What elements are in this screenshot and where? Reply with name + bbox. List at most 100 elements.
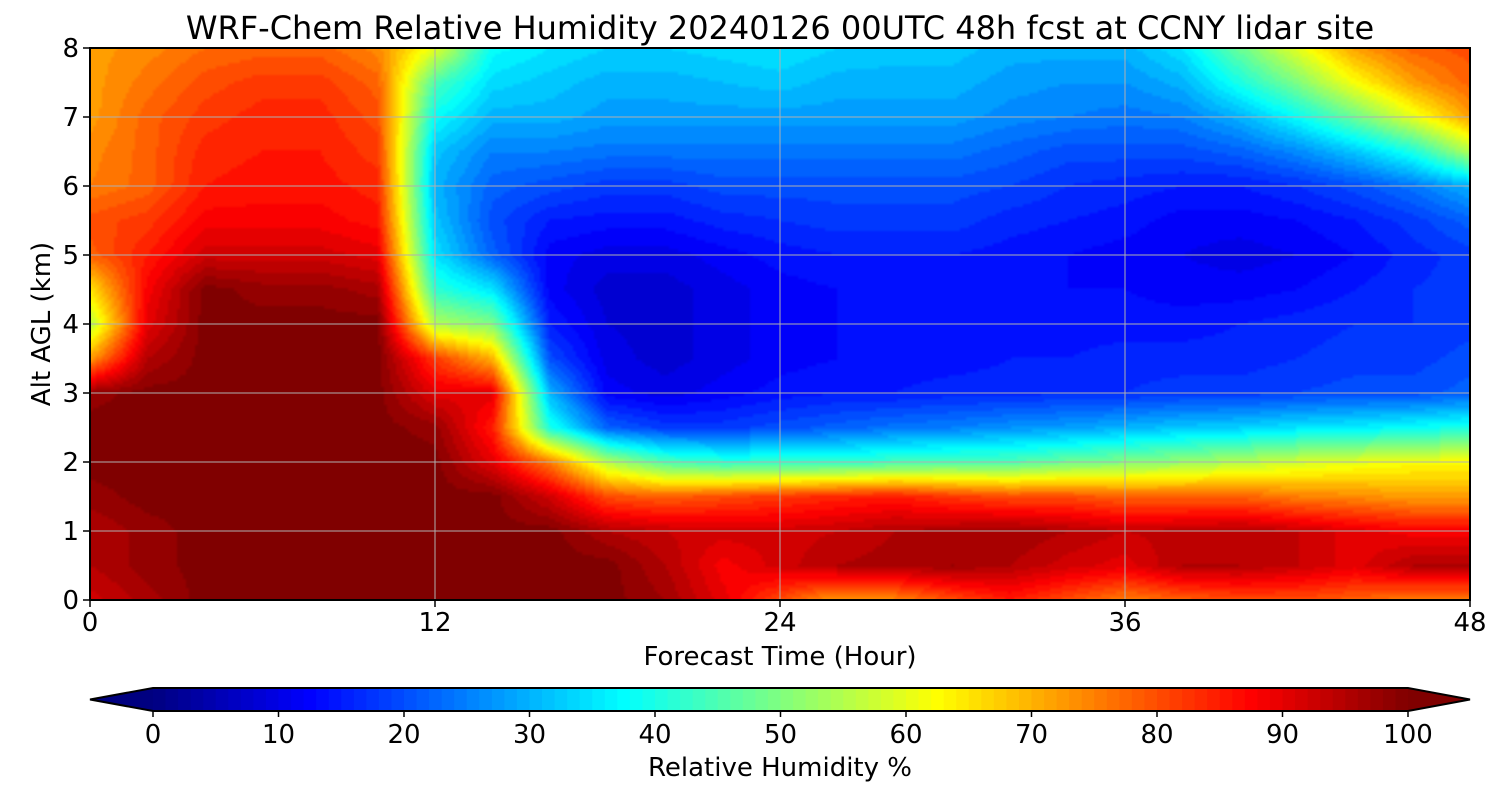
colorbar-segment bbox=[542, 688, 556, 711]
colorbar-segment bbox=[1169, 688, 1183, 711]
colorbar-segment bbox=[893, 688, 907, 711]
colorbar-segment bbox=[667, 688, 681, 711]
colorbar-segment bbox=[993, 688, 1007, 711]
colorbar-segment bbox=[1244, 688, 1258, 711]
colorbar-segment bbox=[931, 688, 945, 711]
colorbar-segment bbox=[642, 688, 656, 711]
colorbar-segment bbox=[404, 688, 418, 711]
colorbar-segment bbox=[1018, 688, 1033, 711]
colorbar-tick-label: 0 bbox=[145, 720, 162, 750]
colorbar-segment bbox=[1094, 688, 1108, 711]
colorbar-segment bbox=[906, 688, 920, 711]
colorbar-segment bbox=[1345, 688, 1359, 711]
colorbar-segment bbox=[1106, 688, 1120, 711]
colorbar-segment bbox=[454, 688, 468, 711]
colorbar-segment bbox=[429, 688, 443, 711]
colorbar-segment bbox=[567, 688, 581, 711]
colorbar-segment bbox=[629, 688, 644, 711]
colorbar-tick-label: 90 bbox=[1266, 720, 1299, 750]
colorbar-segment bbox=[918, 688, 932, 711]
colorbar-segment bbox=[1269, 688, 1284, 711]
colorbar-segment bbox=[491, 688, 505, 711]
colorbar-segment bbox=[316, 688, 330, 711]
colorbar-tick-label: 10 bbox=[262, 720, 295, 750]
colorbar-segment bbox=[579, 688, 593, 711]
colorbar-tick-label: 80 bbox=[1140, 720, 1173, 750]
x-axis-label: Forecast Time (Hour) bbox=[643, 642, 916, 672]
colorbar-segment bbox=[1031, 688, 1045, 711]
colorbar-segment bbox=[516, 688, 531, 711]
colorbar-extend-high bbox=[1408, 688, 1470, 711]
x-tick-label: 48 bbox=[1453, 608, 1486, 638]
colorbar: 0 10 20 30 40 50 60 70 80 90 100 bbox=[89, 687, 1471, 750]
colorbar-segment bbox=[366, 688, 380, 711]
colorbar-segment bbox=[153, 688, 167, 711]
colorbar-segment bbox=[1207, 688, 1221, 711]
chart-title: WRF-Chem Relative Humidity 20240126 00UT… bbox=[186, 9, 1374, 47]
colorbar-segment bbox=[780, 688, 794, 711]
y-axis-label: Alt AGL (km) bbox=[27, 242, 57, 406]
colorbar-segment bbox=[1157, 688, 1171, 711]
y-tick-label: 2 bbox=[62, 448, 79, 478]
colorbar-segment bbox=[1069, 688, 1083, 711]
colorbar-segment bbox=[1006, 688, 1020, 711]
y-tick-label: 7 bbox=[62, 103, 79, 133]
colorbar-tick-label: 20 bbox=[387, 720, 420, 750]
colorbar-tick-label: 100 bbox=[1383, 720, 1433, 750]
colorbar-segment bbox=[1295, 688, 1309, 711]
colorbar-segment bbox=[1282, 688, 1296, 711]
x-axis: 0 12 24 36 48 bbox=[82, 600, 1487, 638]
colorbar-segment bbox=[479, 688, 493, 711]
colorbar-segment bbox=[956, 688, 970, 711]
colorbar-segment bbox=[805, 688, 819, 711]
x-tick-label: 24 bbox=[763, 608, 796, 638]
colorbar-segment bbox=[215, 688, 229, 711]
colorbar-segment bbox=[278, 688, 292, 711]
colorbar-tick-label: 60 bbox=[889, 720, 922, 750]
colorbar-segment bbox=[1332, 688, 1346, 711]
colorbar-segment bbox=[767, 688, 782, 711]
colorbar-segment bbox=[705, 688, 719, 711]
colorbar-segment bbox=[1119, 688, 1133, 711]
colorbar-segment bbox=[240, 688, 254, 711]
y-axis: 0 1 2 3 4 5 6 7 8 bbox=[62, 34, 90, 616]
colorbar-segment bbox=[843, 688, 857, 711]
plot-area bbox=[89, 47, 1471, 601]
x-tick-label: 36 bbox=[1108, 608, 1141, 638]
colorbar-segment bbox=[1194, 688, 1208, 711]
colorbar-segment bbox=[818, 688, 832, 711]
colorbar-tick-label: 40 bbox=[638, 720, 671, 750]
colorbar-segment bbox=[441, 688, 455, 711]
colorbar-segment bbox=[1056, 688, 1070, 711]
colorbar-segment bbox=[353, 688, 367, 711]
colorbar-segment bbox=[880, 688, 895, 711]
colorbar-segment bbox=[1219, 688, 1233, 711]
colorbar-segment bbox=[341, 688, 355, 711]
colorbar-segment bbox=[265, 688, 280, 711]
colorbar-segment bbox=[378, 688, 393, 711]
colorbar-segment bbox=[730, 688, 744, 711]
colorbar-segment bbox=[165, 688, 179, 711]
colorbar-segment bbox=[1144, 688, 1158, 711]
colorbar-segment bbox=[1081, 688, 1095, 711]
y-tick-label: 0 bbox=[62, 586, 79, 616]
colorbar-segment bbox=[203, 688, 217, 711]
y-tick-label: 3 bbox=[62, 379, 79, 409]
colorbar-segment bbox=[190, 688, 204, 711]
colorbar-segment bbox=[742, 688, 756, 711]
colorbar-tick-label: 30 bbox=[513, 720, 546, 750]
colorbar-segment bbox=[328, 688, 342, 711]
y-tick-label: 8 bbox=[62, 34, 79, 64]
colorbar-segment bbox=[1395, 688, 1409, 711]
colorbar-segment bbox=[1320, 688, 1334, 711]
x-tick-label: 12 bbox=[418, 608, 451, 638]
colorbar-segment bbox=[504, 688, 518, 711]
colorbar-extend-low bbox=[90, 688, 153, 711]
colorbar-segment bbox=[617, 688, 631, 711]
colorbar-segment bbox=[554, 688, 568, 711]
colorbar-segment bbox=[830, 688, 844, 711]
colorbar-tick-label: 50 bbox=[764, 720, 797, 750]
colorbar-segment bbox=[416, 688, 430, 711]
colorbar-segment bbox=[228, 688, 242, 711]
